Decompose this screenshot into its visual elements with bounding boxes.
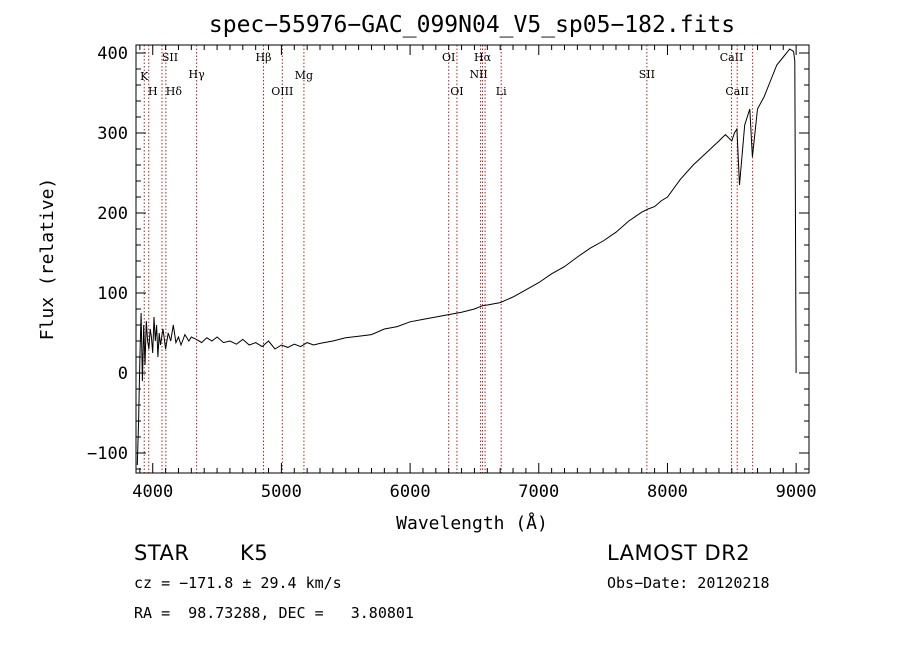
survey-name: LAMOST DR2: [607, 541, 751, 565]
object-subclass: K5: [240, 541, 269, 565]
x-tick-label: 4000: [132, 482, 173, 502]
object-class: STAR: [134, 541, 190, 565]
x-tick-label: 9000: [776, 482, 817, 502]
x-tick-label: 6000: [390, 482, 431, 502]
y-tick-label: 0: [118, 364, 128, 384]
spectral-line-label: Mg: [295, 69, 313, 82]
x-tick-label: 7000: [518, 482, 559, 502]
spectrum-line: [136, 48, 797, 466]
y-tick-label: 200: [97, 204, 128, 224]
axis-ticks: 4000 5000 6000 7000 8000 9000 −100 0 100 200 300 40…: [87, 44, 817, 502]
obs-date: Obs−Date: 20120218: [607, 574, 770, 592]
spectral-line-label: Li: [496, 85, 507, 98]
x-tick-label: 8000: [647, 482, 688, 502]
spectral-line-label: Hα: [474, 51, 492, 64]
x-axis-label: Wavelength (Å): [396, 512, 548, 534]
spectral-line-markers: KHSIIHδHγHβOIIIMgOIOINIIHαNIILiSIICaIICa…: [140, 45, 754, 473]
spectral-line-label: CaII: [725, 85, 749, 98]
y-tick-label: 100: [97, 284, 128, 304]
y-tick-label: 300: [97, 124, 128, 144]
y-tick-label: −100: [87, 444, 128, 464]
chart-title: spec−55976−GAC_099N04_V5_sp05−182.fits: [209, 12, 735, 38]
spectral-line-label: Hγ: [189, 68, 206, 81]
x-tick-label: 5000: [261, 482, 302, 502]
spectral-line-label: K: [140, 70, 149, 83]
spectral-line-label: OI: [442, 51, 455, 64]
spectrum-chart: spec−55976−GAC_099N04_V5_sp05−182.fits K…: [37, 12, 817, 534]
spectral-line-label: SII: [639, 68, 655, 81]
spectral-line-label: SII: [162, 51, 178, 64]
spectral-line-label: Hβ: [256, 51, 272, 64]
plot-frame: [135, 44, 810, 474]
spectral-line-label: CaII: [720, 51, 744, 64]
y-tick-label: 400: [97, 44, 128, 64]
ra-dec: RA = 98.73288, DEC = 3.80801: [134, 604, 414, 622]
spectral-line-label: NII: [469, 68, 487, 81]
spectral-line-label: OI: [450, 85, 463, 98]
spectral-line-label: Hδ: [166, 85, 183, 98]
spectral-line-label: H: [148, 85, 158, 98]
spectral-line-label: OIII: [271, 85, 293, 98]
y-axis-label: Flux (relative): [37, 178, 58, 341]
cz-value: cz = −171.8 ± 29.4 km/s: [134, 574, 342, 592]
